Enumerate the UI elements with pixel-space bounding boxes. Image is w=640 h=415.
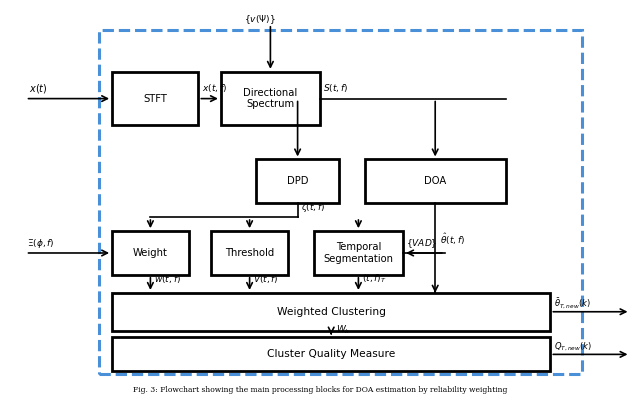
Text: $\hat{\theta}(t,f)$: $\hat{\theta}(t,f)$: [440, 232, 465, 247]
Text: Fig. 3: Flowchart showing the main processing blocks for DOA estimation by relia: Fig. 3: Flowchart showing the main proce…: [133, 386, 507, 394]
Text: $\zeta(t,f)$: $\zeta(t,f)$: [301, 201, 325, 214]
Text: $V(t,f)$: $V(t,f)$: [253, 273, 278, 285]
Text: $\{v(\Psi)\}$: $\{v(\Psi)\}$: [244, 13, 275, 26]
Text: STFT: STFT: [143, 94, 167, 104]
Text: $\Xi(\phi,f)$: $\Xi(\phi,f)$: [27, 237, 54, 250]
Text: $W_k$: $W_k$: [337, 324, 351, 337]
Text: $w(t,f)$: $w(t,f)$: [154, 273, 180, 285]
Bar: [365, 159, 506, 203]
Text: DOA: DOA: [424, 176, 446, 186]
Text: DPD: DPD: [287, 176, 308, 186]
Text: Cluster Quality Measure: Cluster Quality Measure: [267, 349, 396, 359]
Text: $\{VAD\}$: $\{VAD\}$: [406, 237, 438, 250]
Text: $x(t,f)$: $x(t,f)$: [202, 83, 227, 95]
Text: Threshold: Threshold: [225, 248, 274, 258]
Text: $\bar{\theta}_{T,new}(k)$: $\bar{\theta}_{T,new}(k)$: [554, 297, 591, 311]
Bar: [112, 231, 189, 275]
Bar: [99, 30, 582, 374]
Text: $S(t,f)$: $S(t,f)$: [323, 83, 348, 95]
Bar: [112, 72, 198, 125]
Bar: [112, 337, 550, 371]
Bar: [256, 159, 339, 203]
Text: Temporal
Segmentation: Temporal Segmentation: [323, 242, 394, 264]
Text: $(t,f)_T$: $(t,f)_T$: [362, 273, 387, 286]
Text: Weight: Weight: [133, 248, 168, 258]
Bar: [112, 293, 550, 331]
Bar: [211, 231, 288, 275]
Bar: [314, 231, 403, 275]
Text: $x(t)$: $x(t)$: [29, 82, 47, 95]
Text: Directional
Spectrum: Directional Spectrum: [243, 88, 298, 110]
Text: Weighted Clustering: Weighted Clustering: [276, 307, 386, 317]
Bar: [221, 72, 320, 125]
Text: $Q_{T,new}(k)$: $Q_{T,new}(k)$: [554, 341, 592, 353]
